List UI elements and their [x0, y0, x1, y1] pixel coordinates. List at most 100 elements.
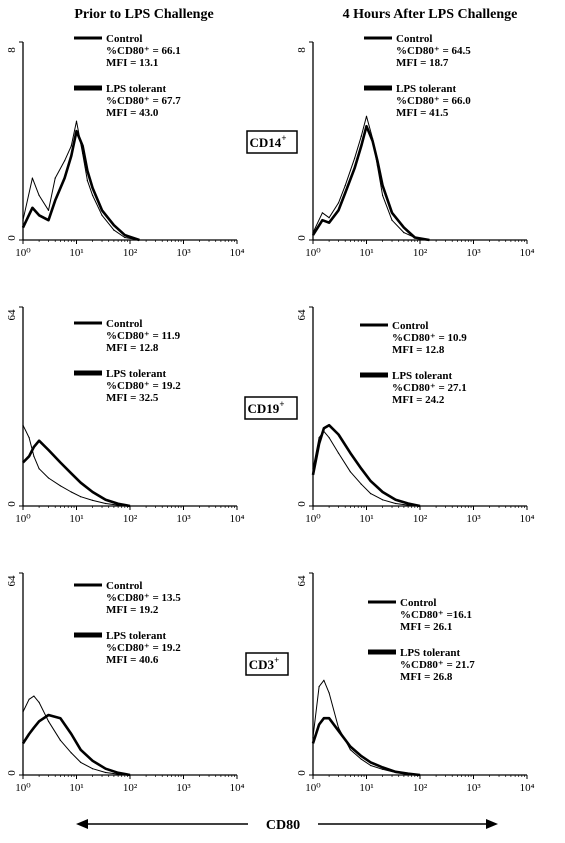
x-tick-label: 10⁰ [305, 247, 321, 259]
histogram-line-lps-tolerant [22, 439, 131, 508]
data-point-lps-tolerant [395, 499, 397, 501]
x-tick-label: 10³ [466, 513, 481, 525]
x-tick-label: 10⁰ [15, 247, 31, 259]
x-tick-label: 10⁴ [230, 782, 245, 794]
data-point-lps-tolerant [22, 227, 24, 229]
x-tick-label: 10³ [466, 782, 481, 794]
data-point-lps-tolerant [59, 717, 62, 719]
data-point-lps-tolerant [124, 234, 126, 236]
data-point-control [323, 679, 325, 681]
y-tick-label: 64 [6, 309, 18, 321]
data-point-control [22, 711, 24, 713]
data-point-control [47, 477, 50, 479]
data-point-lps-tolerant [360, 145, 362, 147]
x-tick-label: 10⁰ [15, 513, 31, 525]
legend-pct-cd80: %CD80⁺ =16.1 [400, 609, 472, 621]
column-title-after: 4 Hours After LPS Challenge [343, 7, 518, 22]
x-tick-label: 10⁴ [520, 247, 535, 259]
data-point-control [349, 749, 351, 751]
x-tick-label: 10¹ [359, 247, 373, 259]
data-point-control [31, 177, 33, 179]
data-point-lps-tolerant [28, 455, 30, 457]
data-point-control [92, 194, 94, 196]
data-point-control [80, 496, 82, 498]
legend-series-name: Control [106, 318, 142, 330]
marker-label: CD14 [250, 135, 282, 150]
data-point-control [28, 437, 30, 439]
data-point-control [337, 452, 340, 454]
histogram-line-control [22, 120, 140, 241]
legend-series-name: Control [396, 33, 432, 45]
data-point-lps-tolerant [59, 461, 62, 464]
data-point-control [354, 157, 356, 159]
data-point-lps-tolerant [129, 505, 131, 507]
data-point-lps-tolerant [407, 502, 409, 505]
data-point-lps-tolerant [70, 733, 72, 735]
data-point-lps-tolerant [80, 482, 82, 484]
legend-series-name: LPS tolerant [106, 630, 167, 642]
cd80-axis-arrow [76, 819, 498, 829]
legend-mfi: MFI = 43.0 [106, 107, 159, 119]
data-point-lps-tolerant [328, 222, 330, 224]
x-tick-label: 10² [123, 513, 138, 525]
data-point-lps-tolerant [92, 187, 94, 189]
legend-pct-cd80: %CD80⁺ = 13.5 [106, 592, 181, 604]
data-point-control [75, 120, 78, 122]
data-point-lps-tolerant [31, 207, 33, 209]
shared-x-label: CD80 [266, 818, 300, 833]
legend-pct-cd80: %CD80⁺ = 19.2 [106, 642, 181, 654]
data-point-lps-tolerant [80, 749, 82, 751]
data-point-control [70, 145, 72, 147]
data-point-control [312, 736, 314, 738]
marker-label: CD3 [249, 657, 275, 672]
data-point-control [382, 194, 384, 196]
legend-series-name: Control [392, 320, 428, 332]
histogram-line-control [312, 430, 421, 507]
data-point-control [59, 485, 62, 487]
data-point-lps-tolerant [38, 214, 40, 216]
data-point-lps-tolerant [382, 185, 384, 187]
data-point-control [64, 160, 66, 162]
data-point-lps-tolerant [391, 212, 393, 214]
data-point-lps-tolerant [47, 449, 50, 451]
data-point-lps-tolerant [382, 766, 384, 769]
data-point-lps-tolerant [117, 772, 119, 774]
data-point-lps-tolerant [54, 199, 56, 201]
x-tick-label: 10² [413, 513, 428, 525]
legend-pct-cd80: %CD80⁺ = 67.7 [106, 95, 181, 107]
legend-series-name: Control [106, 580, 142, 592]
data-point-lps-tolerant [328, 424, 330, 426]
data-point-lps-tolerant [328, 717, 330, 719]
data-point-lps-tolerant [428, 239, 430, 241]
x-tick-label: 10⁰ [305, 513, 321, 525]
data-point-lps-tolerant [403, 227, 405, 229]
legend-mfi: MFI = 26.1 [400, 621, 452, 633]
data-point-control [360, 758, 362, 760]
y-tick-label: 64 [296, 309, 308, 321]
x-tick-label: 10¹ [69, 782, 83, 794]
data-point-lps-tolerant [92, 491, 94, 493]
data-point-lps-tolerant [337, 433, 340, 436]
legend-pct-cd80: %CD80⁺ = 27.1 [392, 382, 467, 394]
data-point-lps-tolerant [82, 145, 84, 147]
data-point-control [349, 471, 351, 473]
legend-mfi: MFI = 13.1 [106, 57, 158, 69]
data-point-lps-tolerant [129, 774, 131, 776]
data-point-lps-tolerant [349, 452, 351, 454]
data-point-control [113, 229, 115, 231]
legend-series-name: LPS tolerant [106, 368, 167, 380]
data-point-control [22, 424, 24, 426]
data-point-control [38, 701, 40, 704]
marker-superscript: + [279, 399, 284, 409]
data-point-control [38, 468, 40, 470]
data-point-lps-tolerant [113, 224, 115, 226]
y-tick-label: 8 [6, 47, 18, 53]
x-tick-label: 10⁴ [520, 513, 535, 525]
data-point-control [391, 219, 393, 221]
data-point-control [403, 232, 405, 234]
data-point-control [365, 115, 368, 117]
histogram-line-lps-tolerant [311, 124, 430, 242]
